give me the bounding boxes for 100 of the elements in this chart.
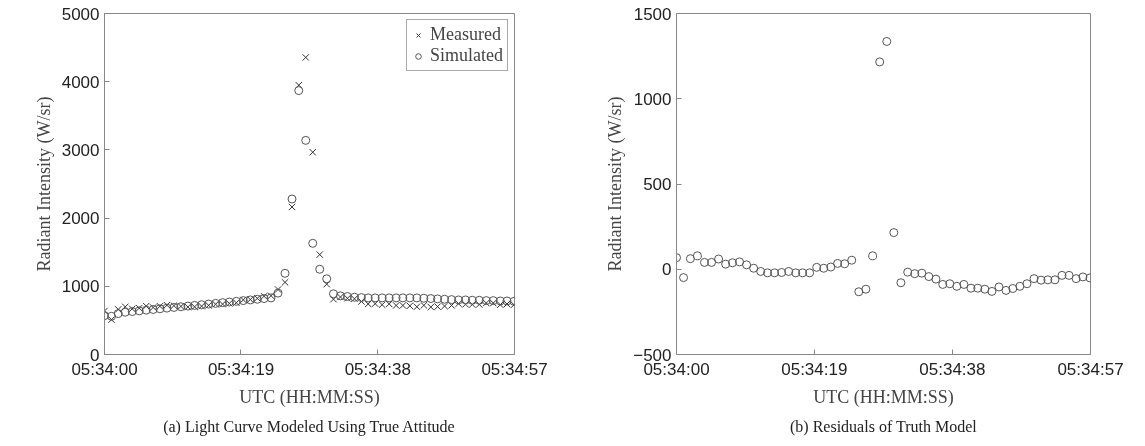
point — [882, 36, 892, 46]
point — [106, 311, 116, 321]
point — [952, 281, 962, 291]
y-tick-label: 3000 — [61, 140, 100, 160]
point — [1078, 272, 1088, 282]
point — [419, 293, 429, 303]
point — [447, 295, 457, 305]
point — [805, 268, 815, 278]
point — [875, 57, 885, 67]
point — [714, 254, 724, 264]
point — [412, 293, 422, 303]
point — [763, 268, 773, 278]
y-tick-label: 2000 — [61, 209, 100, 229]
y-tick-label: 4000 — [61, 72, 100, 92]
x-axis-title: UTC (HH:MM:SS) — [813, 386, 954, 408]
point — [966, 283, 976, 293]
point — [707, 257, 717, 267]
point — [924, 272, 934, 282]
point — [945, 279, 955, 289]
point — [287, 194, 297, 204]
point — [756, 266, 766, 276]
point — [685, 254, 695, 264]
point — [288, 203, 296, 211]
point — [847, 255, 857, 265]
point — [833, 258, 843, 268]
y-tick-label: 500 — [643, 175, 672, 194]
point — [377, 293, 387, 303]
x-tick-label: 05:34:57 — [1057, 359, 1124, 379]
x-tick-label: 05:34:19 — [207, 359, 275, 379]
point — [398, 293, 408, 303]
legend-label: Simulated — [430, 45, 503, 66]
point — [107, 315, 116, 324]
point — [770, 268, 780, 278]
point — [405, 293, 415, 303]
point — [1057, 270, 1067, 280]
point — [120, 307, 130, 317]
point — [994, 282, 1004, 292]
x-tick-label: 05:34:19 — [781, 359, 848, 379]
text: (b) Residuals of Truth Model — [790, 417, 978, 436]
point — [791, 268, 801, 278]
point — [959, 279, 969, 289]
point — [1001, 285, 1011, 295]
point — [840, 259, 850, 269]
point — [889, 228, 899, 238]
point — [281, 278, 289, 287]
point — [1050, 275, 1060, 285]
y-tick-label: 1000 — [633, 89, 672, 109]
point — [384, 293, 394, 303]
point — [440, 294, 450, 304]
point — [861, 284, 871, 294]
point — [294, 86, 304, 96]
point — [896, 278, 906, 288]
point — [433, 294, 443, 304]
y-axis-title: Radiant Intensity (W/sr) — [605, 96, 627, 272]
point — [931, 274, 941, 284]
point — [721, 259, 731, 269]
point — [309, 148, 317, 156]
text: (a) Light Curve Modeled Using True Attitude — [163, 417, 455, 436]
y-tick-label: 1500 — [633, 4, 672, 24]
point — [973, 283, 983, 293]
point — [273, 288, 283, 298]
point — [1008, 284, 1018, 294]
point — [302, 53, 310, 62]
point — [699, 257, 709, 267]
point — [301, 135, 311, 145]
point — [363, 293, 373, 303]
point — [742, 260, 752, 270]
point — [812, 262, 822, 272]
point — [391, 293, 401, 303]
point — [735, 257, 745, 267]
point — [679, 273, 689, 283]
x-tick-label: 05:34:57 — [481, 359, 548, 379]
point — [777, 268, 787, 277]
point — [322, 274, 332, 284]
point — [819, 263, 829, 273]
point — [474, 295, 484, 305]
point — [826, 262, 836, 272]
point — [316, 250, 324, 259]
point — [1064, 270, 1074, 280]
y-axis-title: Radiant Intensity (W/sr) — [33, 96, 55, 272]
point — [987, 286, 997, 296]
point — [917, 268, 927, 278]
x-axis-title: UTC (HH:MM:SS) — [239, 386, 380, 408]
point — [727, 258, 737, 268]
point — [328, 289, 338, 299]
y-tick-label: 5000 — [61, 4, 100, 24]
point — [1015, 281, 1025, 291]
point — [1022, 279, 1032, 289]
point — [749, 263, 759, 273]
y-tick-label: 1000 — [61, 277, 100, 297]
point — [467, 295, 477, 305]
x-tick-label: 05:34:38 — [344, 359, 411, 379]
point — [854, 287, 864, 297]
point — [784, 266, 794, 276]
x-tick-label: 05:34:38 — [919, 359, 986, 379]
point — [1043, 275, 1053, 285]
point — [868, 251, 878, 261]
legend-label: Measured — [430, 24, 501, 45]
point — [370, 293, 380, 303]
point — [980, 284, 990, 294]
